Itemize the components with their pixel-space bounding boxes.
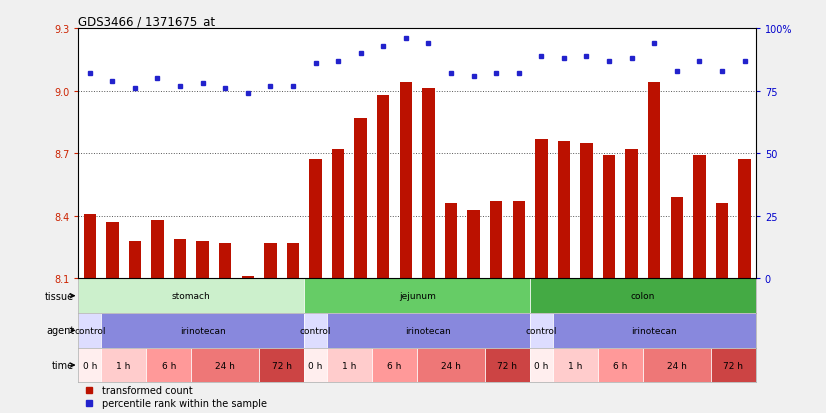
Text: control: control (525, 326, 557, 335)
Bar (693, 156, 705, 279)
Bar (580, 143, 593, 279)
Bar (146, 348, 192, 382)
Bar (377, 95, 390, 279)
Bar (354, 119, 367, 279)
Text: 0 h: 0 h (308, 361, 323, 370)
Bar (530, 348, 553, 382)
Text: irinotecan: irinotecan (180, 326, 225, 335)
Bar (530, 279, 756, 313)
Text: 6 h: 6 h (162, 361, 176, 370)
Bar (106, 223, 119, 279)
Bar (648, 83, 661, 279)
Bar (304, 279, 530, 313)
Text: 1 h: 1 h (568, 361, 582, 370)
Text: 24 h: 24 h (441, 361, 461, 370)
Text: stomach: stomach (172, 292, 211, 301)
Text: colon: colon (631, 292, 655, 301)
Bar (241, 277, 254, 279)
Text: control: control (300, 326, 331, 335)
Bar (259, 348, 304, 382)
Bar (625, 150, 638, 279)
Bar (78, 279, 304, 313)
Text: 24 h: 24 h (216, 361, 235, 370)
Bar (530, 313, 553, 348)
Bar (78, 313, 101, 348)
Bar (304, 313, 327, 348)
Bar (738, 160, 751, 279)
Bar (598, 348, 643, 382)
Bar (671, 197, 683, 279)
Bar (287, 243, 299, 279)
Bar (304, 348, 327, 382)
Bar (444, 204, 458, 279)
Bar (129, 241, 141, 279)
Text: 1 h: 1 h (342, 361, 357, 370)
Bar (327, 313, 530, 348)
Text: time: time (52, 360, 74, 370)
Text: 0 h: 0 h (83, 361, 97, 370)
Bar (372, 348, 417, 382)
Text: irinotecan: irinotecan (406, 326, 451, 335)
Bar (422, 89, 434, 279)
Bar (710, 348, 756, 382)
Bar (553, 313, 756, 348)
Bar (490, 202, 502, 279)
Bar (332, 150, 344, 279)
Text: agent: agent (46, 325, 74, 335)
Text: tissue: tissue (45, 291, 74, 301)
Bar (603, 156, 615, 279)
Bar (553, 348, 598, 382)
Bar (101, 348, 146, 382)
Text: irinotecan: irinotecan (631, 326, 677, 335)
Text: 24 h: 24 h (667, 361, 686, 370)
Bar (485, 348, 530, 382)
Bar (715, 204, 729, 279)
Text: 72 h: 72 h (497, 361, 517, 370)
Bar (192, 348, 259, 382)
Bar (151, 221, 164, 279)
Bar (78, 348, 101, 382)
Bar (400, 83, 412, 279)
Bar (264, 243, 277, 279)
Text: 72 h: 72 h (724, 361, 743, 370)
Text: 6 h: 6 h (387, 361, 401, 370)
Bar (197, 241, 209, 279)
Bar (417, 348, 485, 382)
Text: GDS3466 / 1371675_at: GDS3466 / 1371675_at (78, 15, 216, 28)
Bar (173, 239, 187, 279)
Bar (535, 139, 548, 279)
Bar (558, 141, 570, 279)
Text: transformed count: transformed count (102, 385, 193, 395)
Text: 0 h: 0 h (534, 361, 548, 370)
Bar (512, 202, 525, 279)
Text: percentile rank within the sample: percentile rank within the sample (102, 398, 267, 408)
Bar (219, 243, 231, 279)
Text: 1 h: 1 h (116, 361, 131, 370)
Bar (101, 313, 304, 348)
Text: 6 h: 6 h (613, 361, 628, 370)
Bar (468, 210, 480, 279)
Text: control: control (74, 326, 106, 335)
Bar (643, 348, 710, 382)
Bar (83, 214, 96, 279)
Text: 72 h: 72 h (272, 361, 292, 370)
Bar (327, 348, 372, 382)
Text: jejunum: jejunum (399, 292, 435, 301)
Bar (309, 160, 322, 279)
